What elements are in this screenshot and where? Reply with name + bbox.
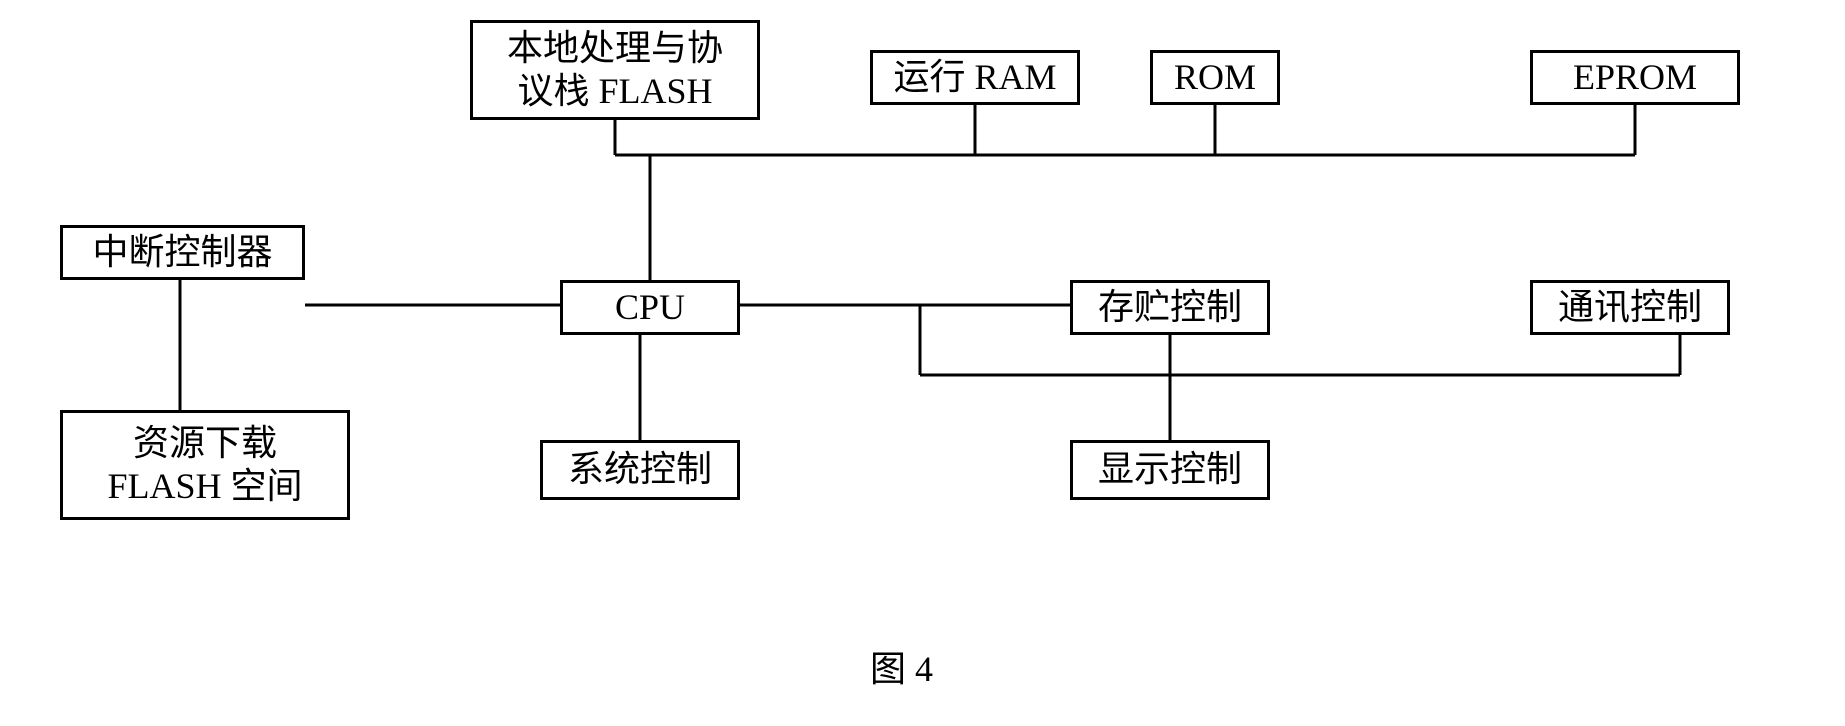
node-interrupt: 中断控制器 [60, 225, 305, 280]
node-cpu: CPU [560, 280, 740, 335]
connector-layer [0, 0, 1845, 726]
node-sys_ctrl: 系统控制 [540, 440, 740, 500]
figure-caption: 图 4 [870, 640, 933, 692]
node-eprom: EPROM [1530, 50, 1740, 105]
node-ram: 运行 RAM [870, 50, 1080, 105]
node-comm_ctrl: 通讯控制 [1530, 280, 1730, 335]
node-storage_ctrl: 存贮控制 [1070, 280, 1270, 335]
node-display_ctrl: 显示控制 [1070, 440, 1270, 500]
node-flash_download: 资源下载FLASH 空间 [60, 410, 350, 520]
node-flash_stack: 本地处理与协议栈 FLASH [470, 20, 760, 120]
node-rom: ROM [1150, 50, 1280, 105]
